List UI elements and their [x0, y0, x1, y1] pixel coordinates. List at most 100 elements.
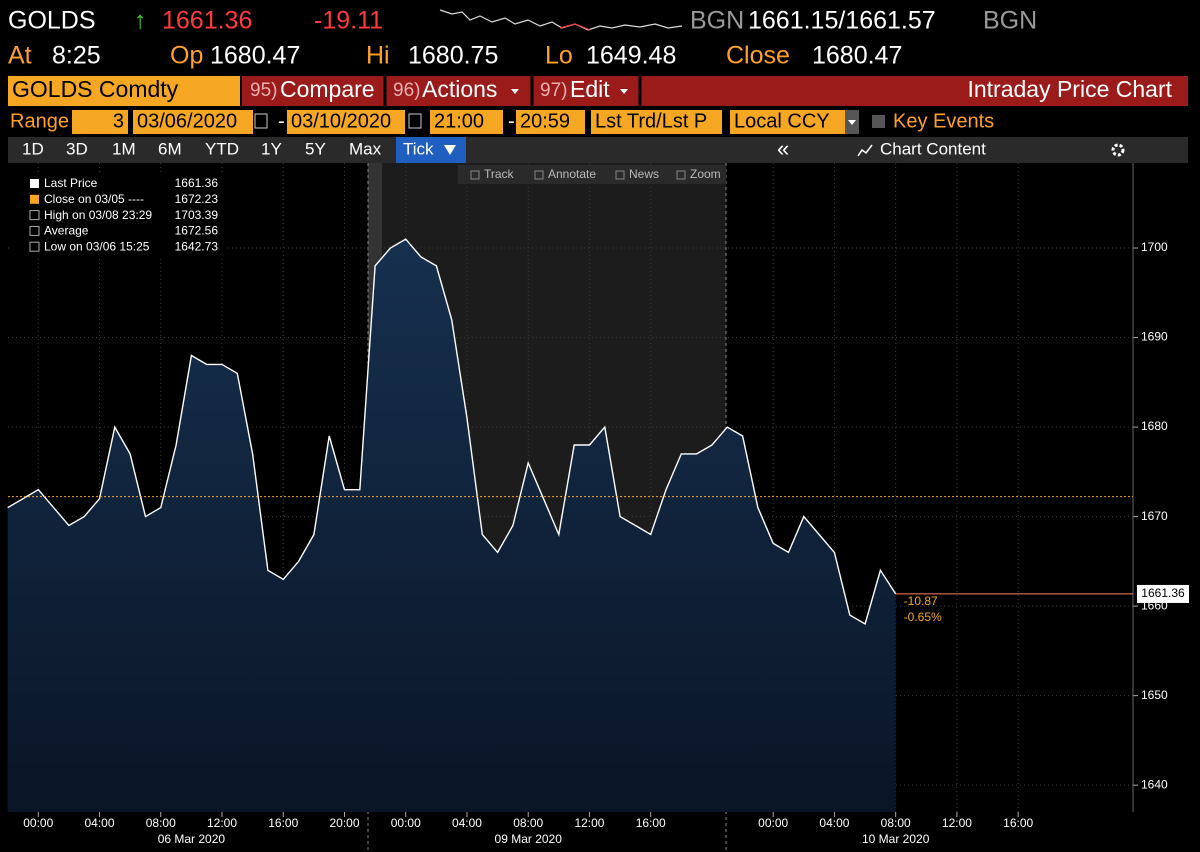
collapse-icon[interactable]: « [777, 136, 789, 161]
legend-swatch [29, 241, 40, 252]
page-title: Intraday Price Chart [967, 76, 1172, 102]
calendar-icon[interactable] [408, 113, 422, 129]
price-tag [1137, 584, 1189, 603]
legend-swatch [29, 225, 40, 236]
y-tick-label: 1690 [1141, 330, 1168, 344]
x-tick-label: 04:00 [452, 816, 482, 830]
range-count[interactable]: 3 [113, 110, 124, 132]
price-type[interactable]: Lst Trd/Lst P [595, 110, 707, 132]
caret [444, 145, 456, 155]
tab[interactable]: 1M [112, 139, 136, 158]
price-line [7, 238, 897, 626]
quote-value: 1680.47 [210, 42, 300, 70]
end-date[interactable]: 03/10/2020 [291, 110, 391, 132]
tab[interactable]: 1Y [261, 139, 282, 158]
input[interactable] [430, 110, 503, 134]
chart-tool[interactable]: Annotate [548, 167, 596, 181]
legend-value: 1661.36 [175, 176, 219, 190]
x-tick-label: 00:00 [23, 816, 53, 830]
input[interactable] [516, 110, 585, 134]
x-tick-label: 04:00 [819, 816, 849, 830]
input[interactable] [591, 110, 722, 134]
legend-value: 1672.56 [175, 224, 219, 238]
legend [10, 174, 226, 259]
chart-content[interactable]: Chart Content [880, 139, 986, 158]
tab[interactable]: Tick [403, 139, 434, 158]
checkbox[interactable] [872, 115, 885, 128]
quote-value: 1680.47 [812, 42, 902, 70]
end-time[interactable]: 20:59 [520, 110, 570, 132]
selected-tab[interactable] [396, 137, 466, 163]
menu-number[interactable]: 95) [250, 80, 277, 101]
dropdown[interactable] [730, 110, 845, 134]
y-tick-label: 1680 [1141, 419, 1168, 433]
input[interactable] [72, 110, 128, 134]
tab[interactable]: 3D [66, 139, 88, 158]
x-tick-label: 08:00 [146, 816, 176, 830]
ticker: GOLDS [8, 7, 96, 35]
x-tick-label: 12:00 [207, 816, 237, 830]
menu-item[interactable]: Edit [570, 76, 610, 102]
tab[interactable]: 6M [158, 139, 182, 158]
net-change: -19.11 [314, 7, 383, 35]
x-tick-label: 08:00 [881, 816, 911, 830]
quote-value: 8:25 [52, 42, 101, 70]
x-date-label: 09 Mar 2020 [495, 832, 563, 846]
chart-icon [857, 144, 873, 157]
quote-label: Lo [545, 42, 573, 70]
change-annotation: -10.87 [904, 594, 938, 608]
settings-icon[interactable] [1111, 143, 1125, 157]
legend-label: Last Price [44, 176, 98, 190]
x-tick-label: 16:00 [636, 816, 666, 830]
x-tick-label: 16:00 [268, 816, 298, 830]
separator: - [278, 110, 285, 132]
x-tick-label: 08:00 [513, 816, 543, 830]
x-tick-label: 12:00 [574, 816, 604, 830]
range-label: Range [10, 110, 69, 132]
quote-value: 1649.48 [586, 42, 676, 70]
quote-label: Close [726, 42, 790, 70]
price-tag-label: 1661.36 [1141, 586, 1185, 600]
x-tick-label: 00:00 [391, 816, 421, 830]
input[interactable] [287, 110, 405, 134]
legend-swatch [30, 179, 39, 188]
x-tick-label: 04:00 [85, 816, 115, 830]
menu-number[interactable]: 96) [393, 80, 420, 101]
y-tick-label: 1670 [1141, 509, 1168, 523]
menu-item[interactable]: Actions [422, 76, 497, 102]
quote-value: 1680.75 [408, 42, 498, 70]
sparkline-tail [559, 23, 591, 31]
security-field[interactable] [8, 76, 240, 106]
legend-value: 1672.23 [175, 192, 219, 206]
chart-tools [458, 165, 726, 184]
chart-tool[interactable]: News [629, 167, 659, 181]
start-date[interactable]: 03/06/2020 [137, 110, 237, 132]
menu-number[interactable]: 97) [540, 80, 567, 101]
caret [848, 120, 856, 125]
tool-icon [534, 170, 544, 180]
tool-icon [676, 170, 686, 180]
calendar-icon[interactable] [254, 113, 268, 129]
x-date-label: 06 Mar 2020 [158, 832, 226, 846]
last-price: 1661.36 [162, 7, 252, 35]
legend-value: 1703.39 [175, 208, 219, 222]
tab[interactable]: 5Y [305, 139, 326, 158]
menu-item[interactable]: Compare [280, 76, 375, 102]
start-time[interactable]: 21:00 [434, 110, 484, 132]
source: BGN [983, 7, 1037, 35]
chart-tool[interactable]: Zoom [690, 167, 721, 181]
chart-tool[interactable]: Track [484, 167, 515, 181]
key-events[interactable]: Key Events [893, 110, 994, 132]
legend-swatch [29, 210, 40, 221]
security[interactable]: GOLDS Comdty [12, 76, 179, 102]
bid-ask: 1661.15/1661.57 [748, 7, 936, 35]
price-area [7, 239, 896, 813]
x-tick-label: 20:00 [329, 816, 359, 830]
tab[interactable]: Max [349, 139, 382, 158]
tab[interactable]: YTD [205, 139, 239, 158]
tab[interactable]: 1D [22, 139, 44, 158]
legend-label: Average [44, 224, 89, 238]
currency[interactable]: Local CCY [734, 110, 830, 132]
input[interactable] [133, 110, 253, 134]
